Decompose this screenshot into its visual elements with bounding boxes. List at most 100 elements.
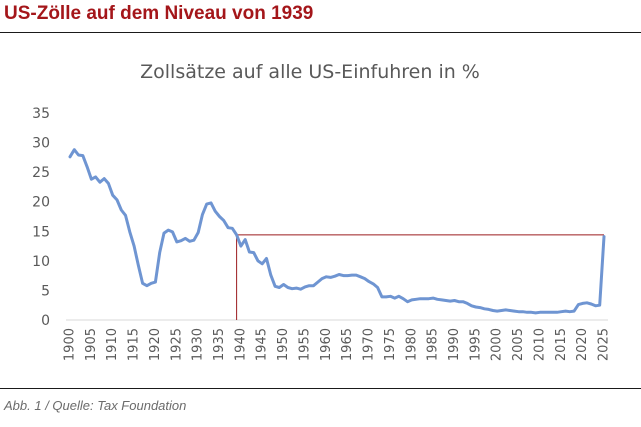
data-point [350,273,354,277]
tariff-line-chart: Zollsätze auf alle US-Einfuhren in % 0 5 1… [32,61,612,361]
data-point [179,239,183,242]
data-point [496,309,499,313]
data-point [286,286,290,289]
data-point [598,304,601,307]
data-point [188,240,191,243]
data-point [547,311,550,314]
x-tick-label: 2015 [554,328,569,361]
data-point [273,285,277,288]
data-point [124,214,127,217]
data-point [478,306,482,309]
data-point [355,273,358,277]
data-point [585,301,589,304]
y-tick-label: 0 [41,313,50,329]
data-point [103,177,106,180]
data-point [295,286,298,290]
data-point [320,277,324,280]
data-point [239,244,243,248]
data-point [308,284,311,287]
data-point [154,280,157,284]
x-tick-label: 1975 [383,328,398,361]
data-point [312,284,315,287]
data-point [68,155,72,158]
y-tick-label: 30 [32,136,50,152]
data-point [342,274,345,277]
data-point [94,175,97,179]
x-tick-label: 1995 [468,328,483,361]
data-point [380,295,384,299]
data-point [504,308,507,312]
data-point [265,257,268,260]
data-point [137,264,140,267]
data-point [278,286,281,289]
data-point [414,298,418,301]
data-point [431,296,435,300]
data-point [316,280,319,284]
x-tick-label: 1935 [212,328,227,361]
y-tick-label: 25 [32,165,50,181]
data-point [171,230,174,234]
data-point [457,300,460,303]
x-tick-label: 1985 [426,328,441,361]
x-tick-label: 1970 [362,328,377,361]
data-point [269,273,272,277]
data-point [423,297,426,300]
x-tick-label: 2000 [490,328,505,361]
x-tick-label: 1910 [105,328,120,361]
source-caption: Abb. 1 / Quelle: Tax Foundation [4,398,187,413]
data-point [359,275,362,278]
data-point [329,276,332,279]
data-point [261,262,264,265]
data-point [290,287,294,290]
data-point [470,304,473,307]
y-axis-ticks: 0 5 10 15 20 25 30 35 [32,106,50,329]
data-point [150,282,153,285]
y-tick-label: 20 [32,195,50,211]
data-point [333,275,337,278]
x-axis-ticks: 1900 1905 1910 1915 1920 1925 1930 1935 1940 1945… [63,328,612,361]
data-point [372,282,375,286]
data-point [487,308,490,311]
data-point [303,285,307,289]
x-tick-label: 1950 [276,328,291,361]
data-point [184,237,187,240]
data-point [90,178,93,181]
data-point [521,310,524,313]
data-point [449,299,452,303]
data-point [577,303,580,306]
data-point [252,251,255,254]
data-point [376,286,379,289]
y-tick-label: 10 [32,254,50,270]
data-point [555,311,559,314]
series-points [68,148,606,315]
y-tick-label: 5 [41,283,50,299]
data-point [231,227,234,230]
data-point [568,310,571,313]
data-point [85,165,89,168]
x-tick-label: 1900 [63,328,78,361]
data-point [491,309,495,312]
data-point [205,202,208,206]
data-point [141,282,144,285]
data-point [508,309,512,312]
data-point [440,298,443,302]
title-divider [0,32,641,33]
data-point [145,284,149,287]
reference-lines [236,234,604,320]
data-point [248,250,251,254]
data-point [427,297,430,300]
data-point [581,302,584,305]
data-point [397,295,401,298]
x-tick-label: 2010 [532,328,547,361]
x-tick-label: 1960 [319,328,334,361]
series-line-tariff-rate [68,148,606,315]
x-tick-label: 1920 [148,328,163,361]
data-point [256,259,260,263]
data-point [167,228,170,232]
x-tick-label: 1905 [84,328,99,361]
data-point [222,219,225,222]
data-point [367,280,371,283]
data-point [81,154,85,157]
data-point [128,230,131,234]
data-point [209,201,213,205]
